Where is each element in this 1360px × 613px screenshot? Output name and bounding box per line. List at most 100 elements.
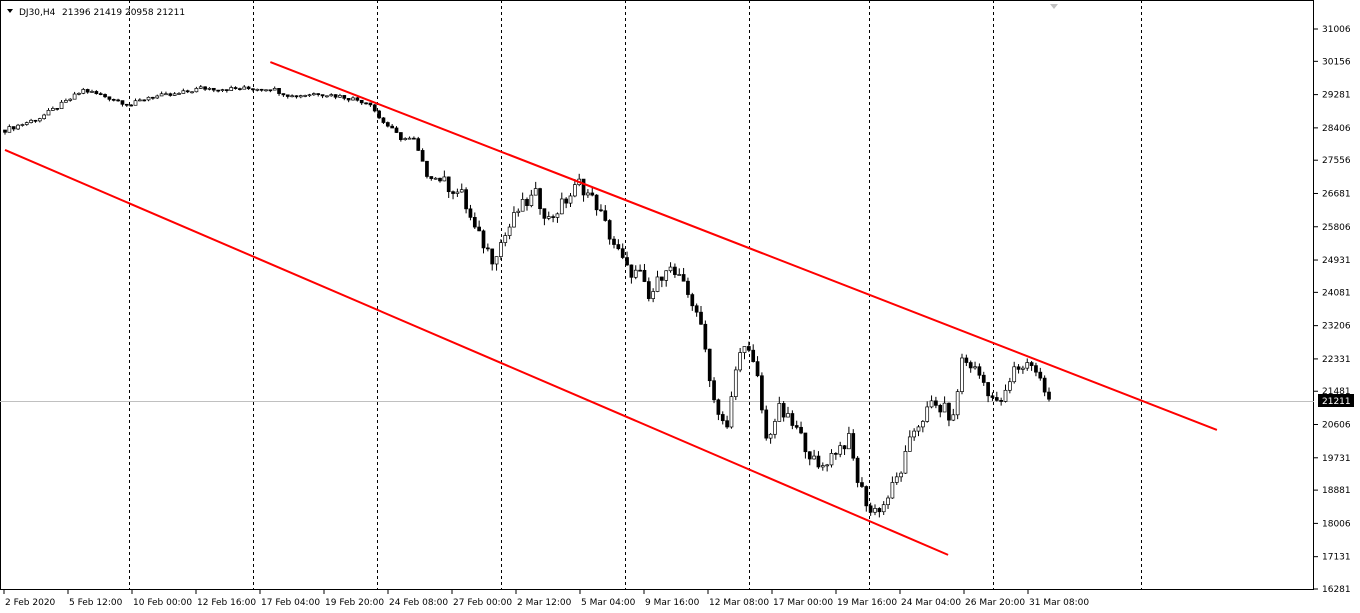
candle-body — [64, 100, 68, 103]
candle-body — [934, 400, 938, 406]
candle-body — [281, 93, 286, 96]
chart-shift-marker-icon[interactable] — [1050, 4, 1058, 9]
candle-body — [581, 178, 586, 196]
candle-body — [216, 89, 220, 92]
candle-body — [551, 216, 555, 218]
candle-body — [499, 242, 503, 257]
candle-body — [633, 269, 638, 278]
candle-body — [233, 87, 238, 89]
candle-body — [677, 274, 682, 276]
candle-body — [768, 433, 773, 439]
candle-body — [1003, 389, 1008, 402]
x-tick-label: 17 Feb 04:00 — [261, 598, 320, 608]
candle-body — [46, 110, 51, 116]
candle-body — [107, 96, 112, 100]
x-tick-label: 19 Feb 20:00 — [325, 598, 384, 608]
candle-body — [816, 455, 821, 468]
candle-body — [655, 276, 660, 292]
y-tick-label: 30156 — [1322, 57, 1351, 67]
candle-body — [94, 91, 99, 94]
candle-body — [586, 192, 590, 196]
candle-body — [755, 361, 760, 377]
candle-body — [851, 433, 856, 459]
candle-body — [433, 177, 438, 180]
candle-body — [673, 266, 677, 275]
symbol-label: DJ30,H4 — [19, 8, 56, 18]
candle-body — [968, 362, 973, 369]
candle-body — [264, 89, 268, 92]
x-tick-label: 5 Feb 12:00 — [69, 598, 123, 608]
candle-body — [729, 396, 734, 428]
candle-body — [285, 94, 290, 97]
candle-body — [1034, 365, 1038, 373]
y-tick-label: 24931 — [1322, 256, 1351, 266]
candle-body — [894, 476, 899, 483]
candle-body — [259, 88, 264, 91]
candle-body — [355, 97, 360, 101]
candle-body — [764, 409, 769, 439]
candle-body — [225, 89, 229, 91]
candle-body — [773, 421, 777, 435]
candle-body — [255, 88, 260, 91]
candle-body — [890, 482, 895, 499]
x-tick-label: 9 Mar 16:00 — [645, 598, 700, 608]
candle-body — [855, 457, 860, 483]
candle-body — [351, 97, 355, 101]
candle-body — [129, 104, 133, 107]
candle-body — [390, 125, 394, 129]
candle-body — [198, 86, 203, 89]
candle-body — [312, 93, 316, 96]
candle-body — [760, 375, 764, 411]
candle-body — [746, 346, 751, 351]
candle-body — [420, 150, 425, 162]
x-tick-label: 26 Mar 20:00 — [965, 598, 1025, 608]
candle-body — [781, 403, 786, 418]
y-tick-label: 28406 — [1322, 124, 1351, 134]
dropdown-triangle-icon[interactable] — [7, 9, 13, 13]
candle-body — [72, 93, 77, 100]
candle-body — [864, 486, 869, 507]
candle-body — [847, 433, 851, 450]
candle-body — [842, 445, 847, 450]
candle-body — [207, 87, 212, 90]
candle-body — [899, 472, 903, 478]
candle-body — [1007, 381, 1012, 391]
candle-body — [873, 508, 877, 513]
candle-body — [203, 86, 207, 90]
candle-body — [11, 126, 16, 130]
candle-body — [977, 366, 982, 376]
x-tick-label: 17 Mar 00:00 — [773, 598, 833, 608]
candle-body — [725, 420, 729, 428]
candle-body — [124, 103, 129, 106]
candle-body — [520, 199, 525, 212]
candle-body — [886, 497, 890, 506]
candle-body — [364, 102, 368, 105]
candle-body — [29, 119, 33, 123]
current-price-label: 21211 — [1322, 397, 1351, 407]
candle-body — [151, 96, 155, 99]
candle-body — [807, 451, 812, 460]
candle-body — [459, 189, 464, 193]
candle-body — [329, 94, 334, 97]
y-tick-label: 18881 — [1322, 486, 1351, 496]
candle-body — [159, 93, 164, 97]
candle-body — [951, 414, 956, 421]
candle-body — [1042, 377, 1047, 393]
candle-body — [546, 216, 551, 219]
x-tick-label: 2 Feb 2020 — [5, 598, 56, 608]
candle-body — [903, 451, 908, 474]
candle-body — [599, 209, 603, 212]
candle-body — [790, 413, 795, 426]
candle-body — [994, 397, 999, 401]
candle-body — [85, 89, 90, 93]
candle-body — [399, 132, 403, 140]
candle-body — [24, 122, 29, 125]
x-tick-label: 12 Feb 16:00 — [197, 598, 256, 608]
candle-body — [412, 137, 416, 140]
candle-body — [881, 504, 886, 513]
candle-body — [720, 414, 725, 422]
candle-body — [1012, 366, 1017, 383]
candle-body — [694, 305, 699, 313]
